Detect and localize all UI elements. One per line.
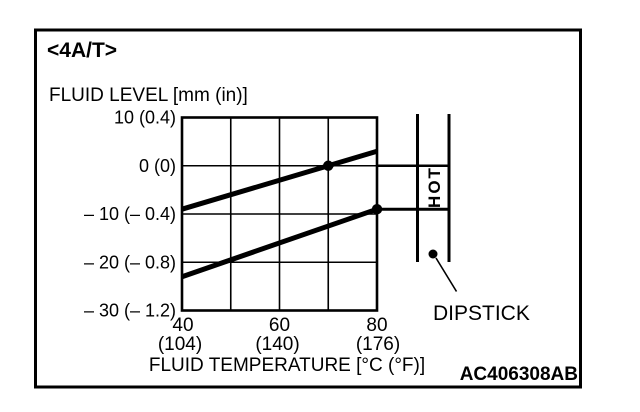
chart-grid (180, 116, 379, 312)
x-tick-sublabel: (140) (255, 334, 299, 355)
y-tick-label: – 10 (– 0.4) (84, 204, 176, 224)
y-axis-ticks: 10 (0.4) 0 (0) – 10 (– 0.4) – 20 (– 0.8)… (84, 108, 176, 321)
plot-series (181, 148, 383, 280)
figure-frame (34, 28, 582, 389)
y-tick-label: 0 (0) (139, 156, 176, 176)
x-tick-label: 40 (172, 315, 193, 336)
dipstick-illustration: HOT DIPSTICK (416, 114, 530, 325)
x-tick-sublabel: (104) (158, 334, 202, 355)
variant-title: <4A/T> (47, 39, 117, 62)
x-tick-label: 80 (366, 315, 387, 336)
lower-level-line (181, 206, 378, 280)
dipstick-leader-line (435, 257, 458, 292)
x-axis-title: FLUID TEMPERATURE [°C (°F)] (149, 355, 425, 376)
x-tick-sublabel: (176) (356, 334, 400, 355)
dipstick-point-marker (428, 249, 438, 259)
x-axis-ticks: 40 (104) 60 (140) 80 (176) (158, 315, 400, 355)
y-tick-label: – 30 (– 1.2) (84, 301, 176, 321)
upper-level-marker (323, 160, 334, 171)
figure-code: AC406308AB (460, 364, 578, 385)
y-tick-label: 10 (0.4) (114, 108, 176, 128)
y-axis-title: FLUID LEVEL [mm (in)] (49, 85, 248, 106)
hot-range-label: HOT (425, 166, 444, 208)
y-tick-label: – 20 (– 0.8) (84, 252, 176, 272)
dipstick-label: DIPSTICK (433, 302, 530, 325)
x-tick-label: 60 (269, 315, 290, 336)
